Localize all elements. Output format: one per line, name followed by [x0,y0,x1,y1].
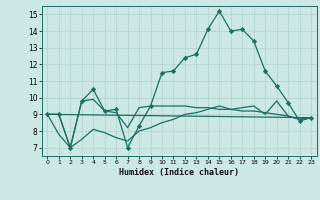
X-axis label: Humidex (Indice chaleur): Humidex (Indice chaleur) [119,168,239,177]
